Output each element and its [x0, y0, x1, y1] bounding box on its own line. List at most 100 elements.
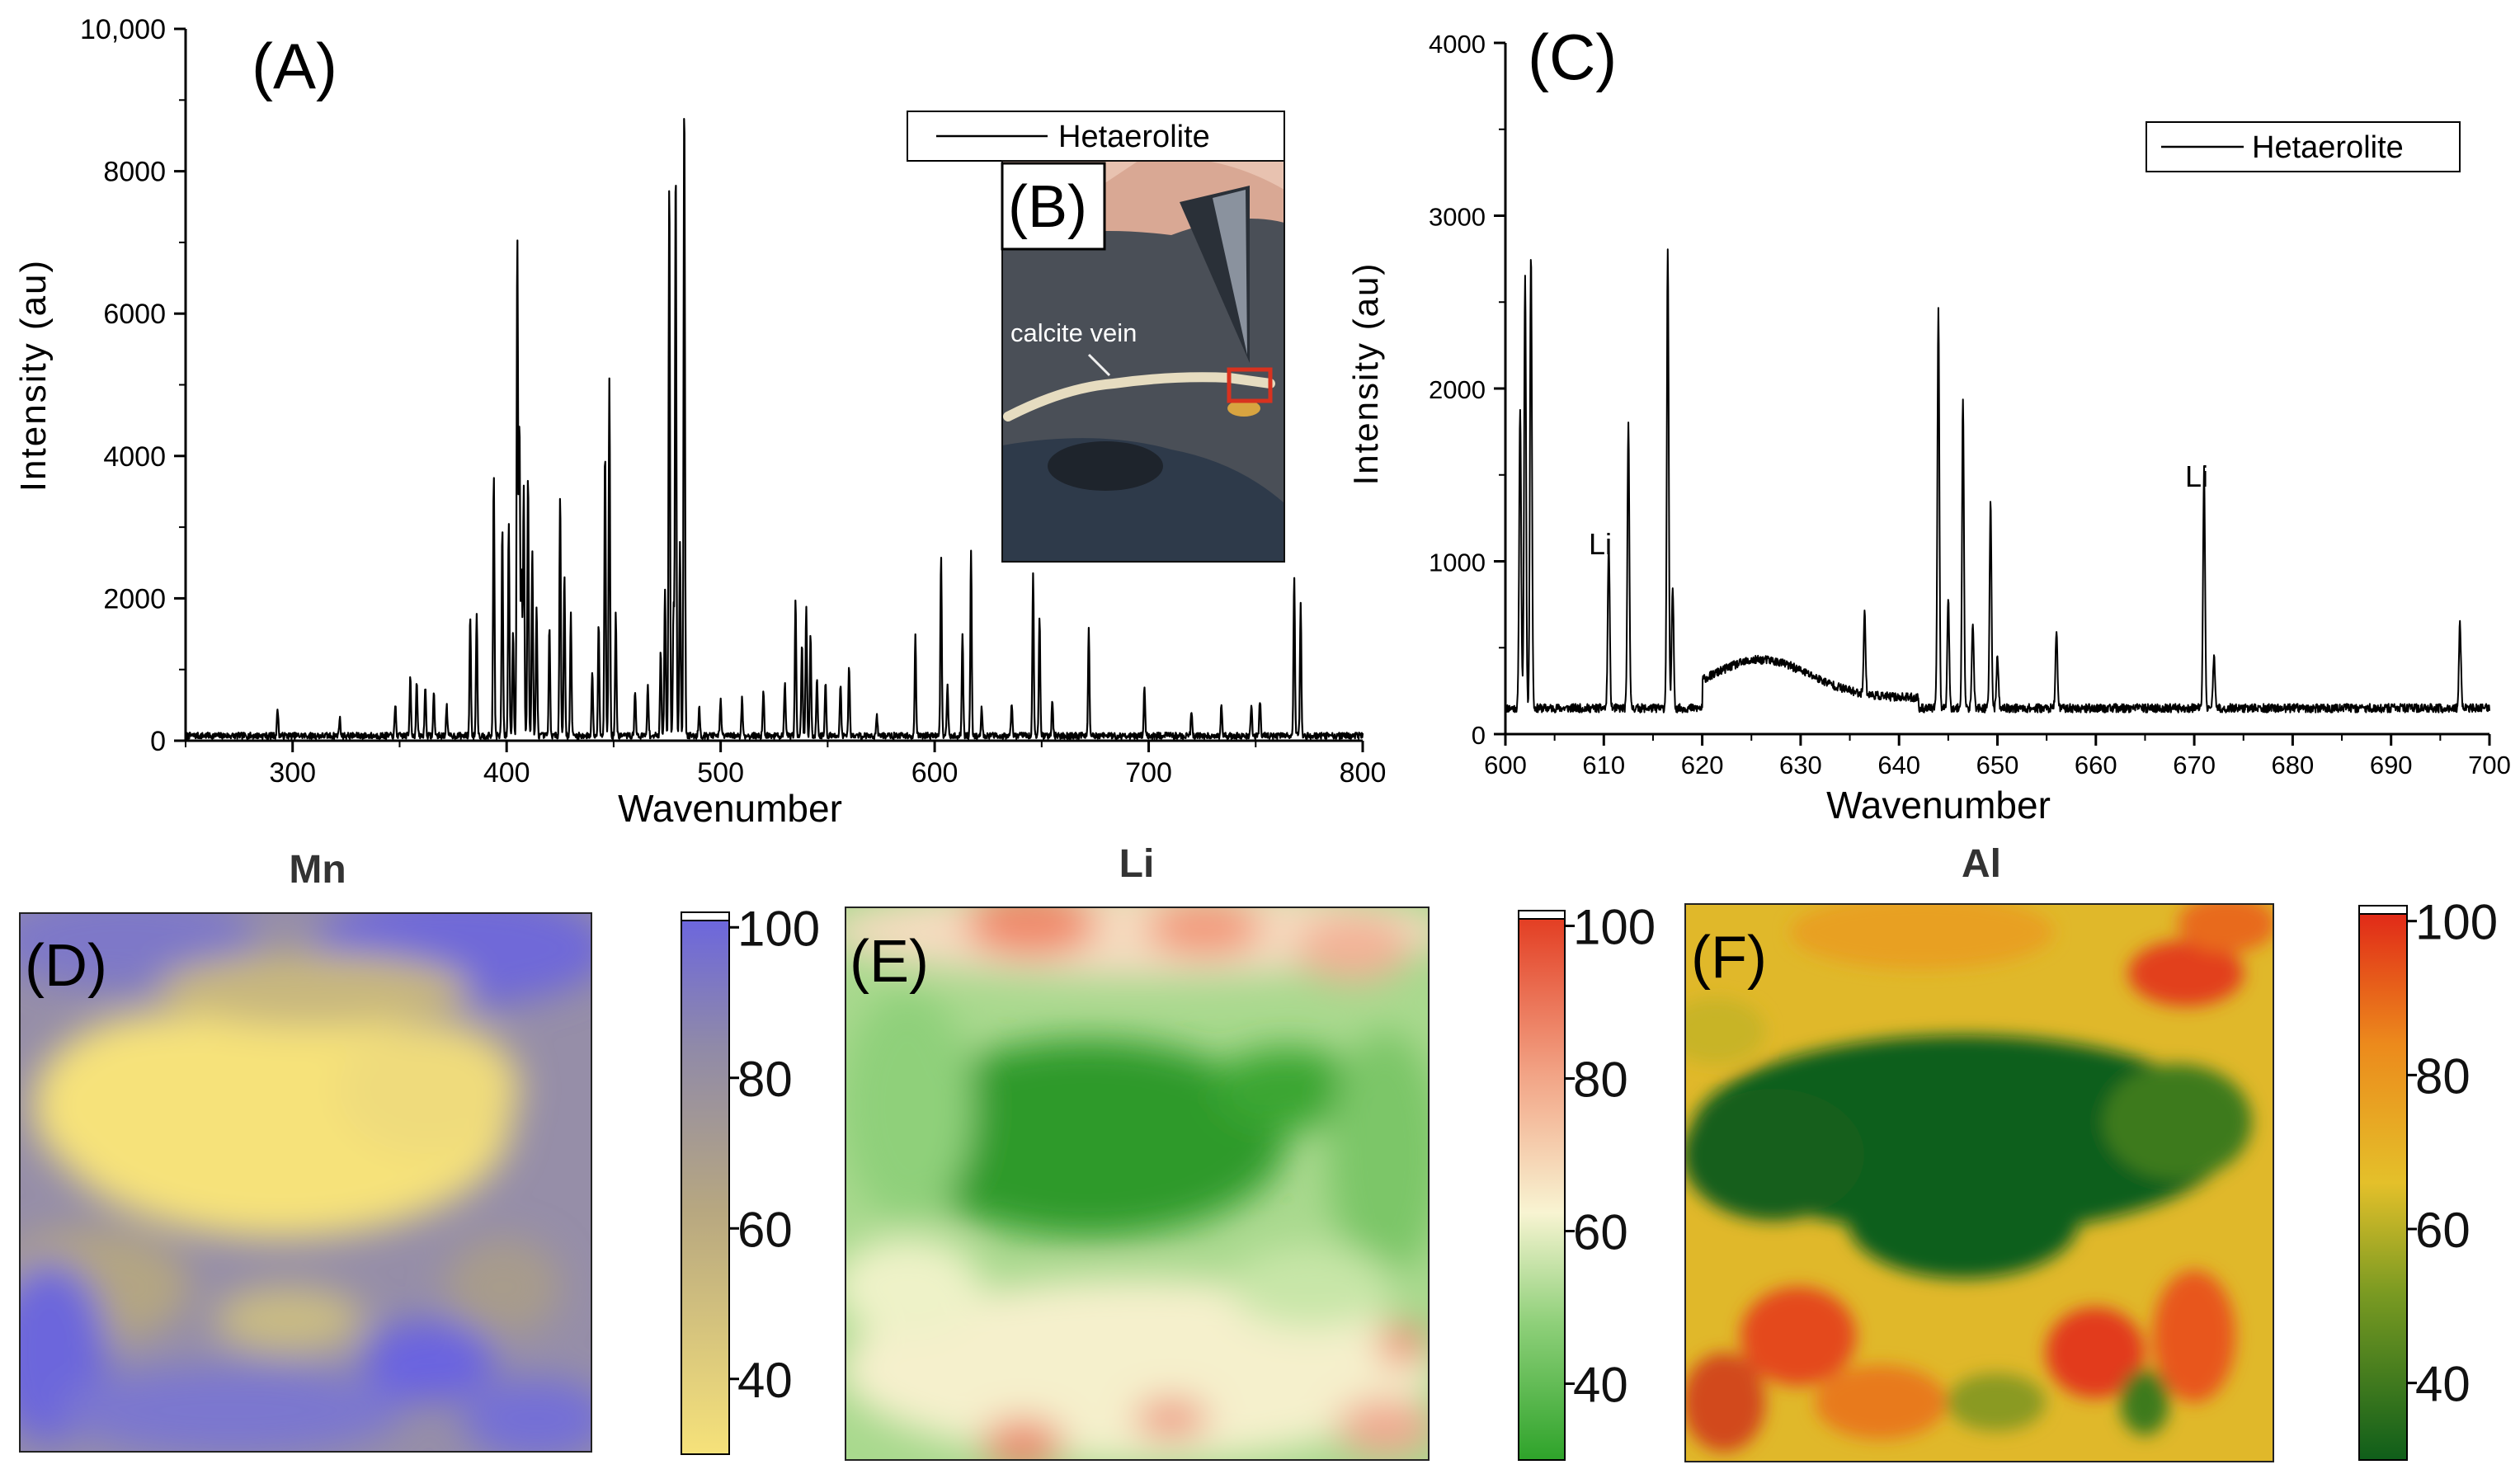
y-tick-label: 4000 — [103, 441, 166, 473]
heatmap-d-blob — [338, 1023, 520, 1155]
panel-d-title: Mn — [289, 848, 346, 892]
panel-c-label: (C) — [1528, 21, 1617, 93]
colorbar-tick-label: 80 — [737, 1052, 793, 1107]
heatmap-f-blob — [2046, 1307, 2145, 1398]
colorbar-e-ticks: 40 60 80 100 — [1565, 900, 1656, 1413]
heatmap-d-blob — [33, 1015, 297, 1196]
photo-arrow — [1087, 353, 1111, 377]
panel-a-x-axis-title: Wavenumber — [618, 787, 842, 830]
colorbar-tick-label: 100 — [2415, 895, 2498, 950]
colorbar-d-cap — [681, 911, 730, 921]
x-tick-label: 700 — [2468, 751, 2511, 779]
panel-c-legend-label: Hetaerolite — [2252, 130, 2404, 165]
colorbar-tick-label: 100 — [1573, 900, 1656, 955]
colorbar-d — [681, 911, 730, 1455]
colorbar-tick-label: 40 — [2415, 1357, 2471, 1412]
colorbar-tick-label: 80 — [2415, 1048, 2471, 1104]
heatmap-e-blob — [1328, 1031, 1429, 1279]
y-tick-label: 0 — [150, 726, 166, 757]
heatmap-d-blob — [445, 1237, 561, 1336]
heatmap-e-blob — [845, 1237, 982, 1336]
photo-frame — [1001, 160, 1285, 563]
panel-c-ticks: 600 610 620 630 640 650 660 670 680 690 700 0 1000 20… — [1429, 30, 2511, 779]
colorbar-f — [2358, 905, 2408, 1461]
y-tick-label: 4000 — [1429, 30, 1486, 59]
heatmap-e-blob — [965, 907, 1097, 957]
panel-b-label-box — [1001, 162, 1106, 251]
y-tick-label: 2000 — [1429, 375, 1486, 404]
y-tick-label: 10,000 — [80, 14, 166, 45]
colorbar-f-cap — [2358, 905, 2408, 915]
heatmap-d-blob — [157, 953, 470, 1027]
heatmap-d-blob — [214, 1287, 363, 1353]
heatmap-f-blob — [1815, 1365, 1947, 1439]
colorbar-d-ticks: 40 60 80 100 — [729, 901, 820, 1408]
panel-a-y-axis-title: Intensity (au) — [13, 259, 54, 492]
heatmap-e-blob — [1336, 1398, 1429, 1456]
heatmap-f-blob — [1790, 904, 2054, 969]
x-tick-label: 700 — [1125, 757, 1172, 789]
x-tick-label: 800 — [1340, 757, 1387, 789]
panel-e-title: Li — [1119, 842, 1155, 886]
colorbar-e — [1518, 910, 1566, 1461]
heatmap-panel-e: Li (E) — [845, 842, 1656, 1461]
heatmap-f-blob — [1947, 1373, 2046, 1431]
heatmap-panel-d: Mn (D) 40 60 80 100 — [19, 848, 820, 1455]
x-tick-label: 690 — [2370, 751, 2413, 779]
panel-c-y-axis-title: Intensity (au) — [1346, 262, 1385, 486]
x-tick-label: 600 — [1484, 751, 1527, 779]
heatmap-d-blob — [363, 1320, 495, 1402]
x-tick-label: 650 — [1976, 751, 2019, 779]
panel-a-spectrum-line — [184, 118, 1364, 740]
heatmap-f-blob — [1685, 1089, 1864, 1221]
y-tick-label: 1000 — [1429, 549, 1486, 577]
heatmap-f-blob — [2120, 1369, 2169, 1435]
colorbar-tick-label: 100 — [737, 901, 820, 956]
panel-d-label: (D) — [25, 933, 107, 999]
photo-calcite-vein — [1003, 372, 1275, 421]
panel-f-title: Al — [1962, 842, 2001, 886]
colorbar-tick-label: 40 — [1573, 1358, 1628, 1413]
heatmap-e-blob — [982, 1419, 1064, 1460]
heatmap-f-blob — [2178, 904, 2273, 953]
inset-photo-b: calcite vein (B) — [1001, 160, 1285, 563]
heatmap-e-blob — [1147, 907, 1262, 957]
y-tick-label: 3000 — [1429, 203, 1486, 232]
heatmap-f-blob — [1740, 1287, 1856, 1386]
panel-c-spectrum-line — [1505, 248, 2490, 713]
x-tick-label: 660 — [2075, 751, 2117, 779]
panel-f-label: (F) — [1691, 925, 1767, 991]
heatmap-f-blob — [2103, 1064, 2252, 1180]
y-tick-label: 6000 — [103, 299, 166, 330]
colorbar-e-cap — [1518, 910, 1566, 920]
panel-a-label: (A) — [252, 30, 337, 102]
chart-panel-a: 300 400 500 600 700 8000200040006000800010,00… — [13, 14, 1386, 830]
heatmap-f-blob — [1685, 998, 1765, 1064]
heatmap-d-blob — [462, 1377, 591, 1452]
colorbar-tick-label: 60 — [2415, 1203, 2471, 1258]
heatmap-f-blob — [1685, 1353, 1765, 1452]
photo-cavity — [1048, 441, 1163, 491]
photo-mineral-spot — [1227, 400, 1260, 417]
heatmap-f-frame — [1684, 903, 2274, 1462]
panel-c-annotation-li-1: Li — [1589, 527, 1612, 561]
colorbar-f-ticks: 40 60 80 100 — [2407, 895, 2498, 1412]
heatmap-e-blob — [1213, 1048, 1361, 1130]
x-tick-label: 300 — [269, 757, 316, 789]
y-tick-label: 0 — [1472, 721, 1486, 750]
panel-c-x-axis-title: Wavenumber — [1826, 784, 2051, 826]
heatmap-e-blob — [1229, 1246, 1394, 1328]
panel-b-label: (B) — [1008, 174, 1087, 240]
panel-a-ticks: 300 400 500 600 700 8000200040006000800010,00… — [80, 14, 1386, 789]
colorbar-tick-label: 40 — [737, 1353, 793, 1408]
x-tick-label: 500 — [697, 757, 744, 789]
x-tick-label: 620 — [1681, 751, 1724, 779]
y-tick-label: 8000 — [103, 157, 166, 188]
colorbar-tick-label: 80 — [1573, 1053, 1628, 1108]
chart-panel-c: 600 610 620 630 640 650 660 670 680 690 700 0 1000 20… — [1346, 21, 2511, 826]
heatmap-d-frame — [19, 912, 592, 1453]
heatmap-e-frame — [845, 907, 1430, 1461]
heatmap-f-blob — [1848, 1163, 2079, 1279]
x-tick-label: 400 — [483, 757, 530, 789]
